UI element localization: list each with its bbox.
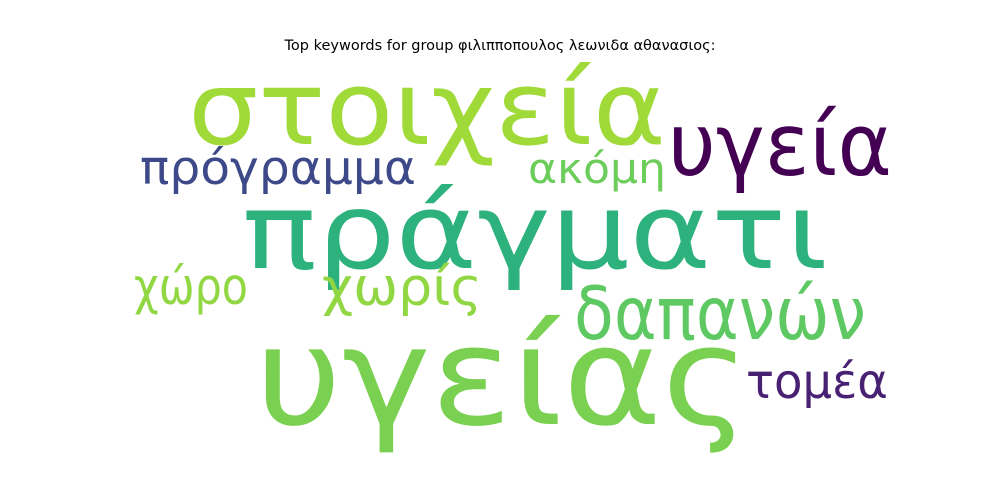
word-choro: χώρο <box>134 257 248 316</box>
word-ygeias: υγείας <box>255 298 750 457</box>
word-pragmati: πράγματι <box>242 171 828 293</box>
word-choris: χωρίς <box>322 257 482 318</box>
word-programma: πρόγραμμα <box>140 141 416 196</box>
word-akomi: ακόμη <box>528 144 666 193</box>
word-tomea: τομέα <box>746 354 888 410</box>
chart-title: Top keywords for group φιλιπποπουλος λεω… <box>284 38 716 54</box>
word-dapanon: δαπανών <box>574 272 866 357</box>
word-stoicheia: στοιχεία <box>188 49 666 169</box>
word-ygeia: υγεία <box>668 96 892 196</box>
